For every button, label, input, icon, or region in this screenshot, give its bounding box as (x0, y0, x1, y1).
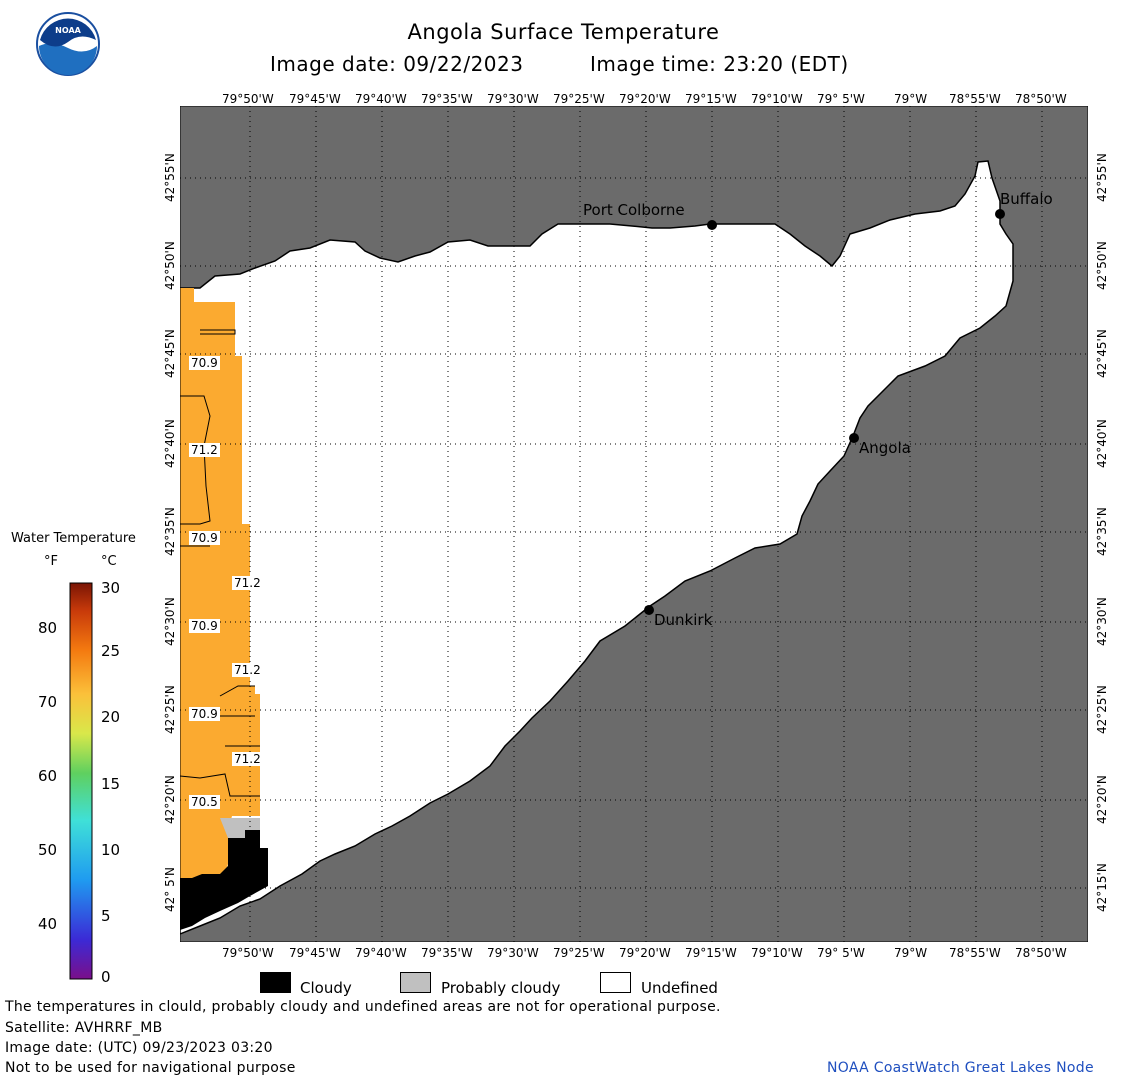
city-buffalo: Buffalo (1000, 190, 1053, 208)
lon-tick-top: 79°20'W (619, 92, 671, 106)
lat-tick-right: 42°15'N (1095, 863, 1109, 912)
lon-tick-bottom: 79°20'W (619, 946, 671, 960)
lon-tick-bottom: 79°45'W (289, 946, 341, 960)
lat-tick-right: 42°55'N (1095, 153, 1109, 202)
image-time: Image time: 23:20 (EDT) (590, 52, 849, 76)
c-tick: 15 (101, 775, 121, 793)
legend-probably-cloudy-swatch (400, 972, 431, 993)
contour-label: 70.5 (189, 795, 220, 809)
contour-label: 70.9 (189, 531, 220, 545)
lon-tick-bottom: 79°50'W (222, 946, 274, 960)
map-title: Angola Surface Temperature (407, 20, 720, 44)
contour-label: 71.2 (189, 443, 220, 457)
port-colborne-marker (707, 220, 717, 230)
f-tick: 50 (38, 841, 58, 859)
lon-tick-top: 79°40'W (355, 92, 407, 106)
lon-tick-bottom: 79° 5'W (817, 946, 865, 960)
lon-tick-top: 79°50'W (222, 92, 274, 106)
unit-fahrenheit: °F (44, 554, 58, 569)
f-tick: 70 (38, 693, 58, 711)
lat-tick-right: 42°35'N (1095, 507, 1109, 556)
legend-probably-cloudy-label: Probably cloudy (441, 979, 561, 997)
city-angola: Angola (859, 439, 911, 457)
dunkirk-marker (644, 605, 654, 615)
lon-tick-bottom: 78°50'W (1015, 946, 1067, 960)
lon-tick-bottom: 79°W (894, 946, 928, 960)
contour-label: 71.2 (232, 752, 263, 766)
sst-warm-band (180, 288, 260, 896)
contour-label: 71.2 (232, 663, 263, 677)
legend-cloudy-label: Cloudy (300, 979, 352, 997)
lon-tick-top: 79°35'W (421, 92, 473, 106)
f-tick: 80 (38, 619, 58, 637)
cloud-area (180, 830, 268, 930)
legend-cloudy-swatch (260, 972, 291, 993)
image-date: Image date: 09/22/2023 (270, 52, 524, 76)
lon-tick-bottom: 79°25'W (553, 946, 605, 960)
f-tick: 60 (38, 767, 58, 785)
lat-tick-left: 42°35'N (163, 507, 177, 556)
color-scale-bar (69, 582, 93, 980)
lat-tick-left: 42° 5'N (163, 867, 177, 912)
footer-credit: NOAA CoastWatch Great Lakes Node (827, 1060, 1094, 1076)
contour-label: 70.9 (189, 619, 220, 633)
lat-tick-left: 42°55'N (163, 153, 177, 202)
contour-label: 70.9 (189, 707, 220, 721)
sst-map (180, 106, 1088, 942)
lat-tick-right: 42°40'N (1095, 419, 1109, 468)
lon-tick-top: 79°25'W (553, 92, 605, 106)
svg-text:NOAA: NOAA (55, 26, 81, 35)
lat-tick-left: 42°25'N (163, 685, 177, 734)
footer-note: The temperatures in clould, probably clo… (5, 999, 721, 1015)
unit-celsius: °C (101, 554, 117, 569)
lon-tick-top: 79°30'W (487, 92, 539, 106)
lat-tick-right: 42°25'N (1095, 685, 1109, 734)
lon-tick-bottom: 79°40'W (355, 946, 407, 960)
c-tick: 5 (101, 907, 111, 925)
lon-tick-top: 78°50'W (1015, 92, 1067, 106)
lon-tick-top: 79° 5'W (817, 92, 865, 106)
footer-satellite: Satellite: AVHRRF_MB (5, 1020, 163, 1036)
c-tick: 20 (101, 708, 121, 726)
lon-tick-top: 79°10'W (751, 92, 803, 106)
contour-lines (180, 329, 260, 797)
lon-tick-bottom: 79°15'W (685, 946, 737, 960)
lon-tick-bottom: 79°35'W (421, 946, 473, 960)
contour-label: 70.9 (189, 356, 220, 370)
lon-tick-top: 79°W (894, 92, 928, 106)
legend-undefined-swatch (600, 972, 631, 993)
footer-nav-warning: Not to be used for navigational purpose (5, 1060, 296, 1076)
lat-tick-left: 42°40'N (163, 419, 177, 468)
lat-tick-right: 42°45'N (1095, 329, 1109, 378)
f-tick: 40 (38, 915, 58, 933)
lon-tick-top: 79°15'W (685, 92, 737, 106)
city-dunkirk: Dunkirk (654, 611, 713, 629)
lat-tick-right: 42°20'N (1095, 775, 1109, 824)
city-port-colborne: Port Colborne (583, 201, 685, 219)
lat-tick-left: 42°50'N (163, 241, 177, 290)
lat-tick-left: 42°20'N (163, 775, 177, 824)
lon-tick-bottom: 79°10'W (751, 946, 803, 960)
legend-undefined-label: Undefined (641, 979, 718, 997)
lon-tick-top: 78°55'W (949, 92, 1001, 106)
lake-erie-water (180, 160, 1014, 935)
lon-tick-bottom: 78°55'W (949, 946, 1001, 960)
lat-tick-left: 42°45'N (163, 329, 177, 378)
lat-tick-right: 42°50'N (1095, 241, 1109, 290)
lat-tick-right: 42°30'N (1095, 597, 1109, 646)
lat-tick-left: 42°30'N (163, 597, 177, 646)
c-tick: 30 (101, 579, 121, 597)
noaa-logo: NOAA (36, 12, 100, 76)
c-tick: 10 (101, 841, 121, 859)
angola-marker (849, 433, 859, 443)
color-scale-title: Water Temperature (11, 531, 136, 546)
c-tick: 0 (101, 968, 111, 986)
lon-tick-bottom: 79°30'W (487, 946, 539, 960)
lon-tick-top: 79°45'W (289, 92, 341, 106)
buffalo-marker (995, 209, 1005, 219)
contour-label: 71.2 (232, 576, 263, 590)
c-tick: 25 (101, 642, 121, 660)
footer-utc-date: Image date: (UTC) 09/23/2023 03:20 (5, 1040, 273, 1056)
